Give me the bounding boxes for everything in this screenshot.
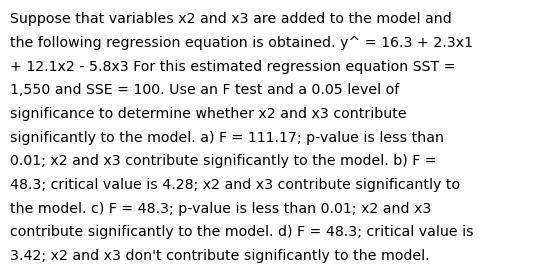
Text: 0.01; x2 and x3 contribute significantly to the model. b) F =: 0.01; x2 and x3 contribute significantly… bbox=[10, 154, 437, 168]
Text: significance to determine whether x2 and x3 contribute: significance to determine whether x2 and… bbox=[10, 107, 407, 121]
Text: 1,550 and SSE = 100. Use an F test and a 0.05 level of: 1,550 and SSE = 100. Use an F test and a… bbox=[10, 83, 400, 97]
Text: significantly to the model. a) F = 111.17; p-value is less than: significantly to the model. a) F = 111.1… bbox=[10, 131, 444, 144]
Text: 3.42; x2 and x3 don't contribute significantly to the model.: 3.42; x2 and x3 don't contribute signifi… bbox=[10, 249, 430, 263]
Text: 48.3; critical value is 4.28; x2 and x3 contribute significantly to: 48.3; critical value is 4.28; x2 and x3 … bbox=[10, 178, 460, 192]
Text: the following regression equation is obtained. y^ = 16.3 + 2.3x1: the following regression equation is obt… bbox=[10, 36, 473, 50]
Text: contribute significantly to the model. d) F = 48.3; critical value is: contribute significantly to the model. d… bbox=[10, 225, 474, 239]
Text: the model. c) F = 48.3; p-value is less than 0.01; x2 and x3: the model. c) F = 48.3; p-value is less … bbox=[10, 202, 431, 215]
Text: Suppose that variables x2 and x3 are added to the model and: Suppose that variables x2 and x3 are add… bbox=[10, 12, 452, 26]
Text: + 12.1x2 - 5.8x3 For this estimated regression equation SST =: + 12.1x2 - 5.8x3 For this estimated regr… bbox=[10, 60, 456, 73]
